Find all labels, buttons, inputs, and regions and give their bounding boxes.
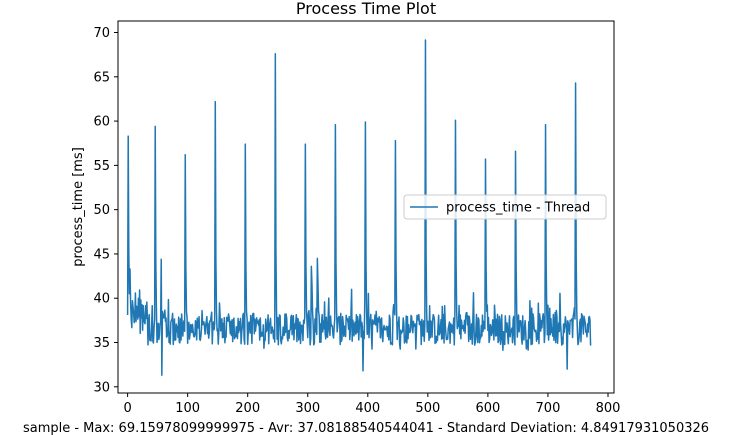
y-tick-label: 35: [93, 336, 110, 351]
x-tick-label: 300: [295, 401, 320, 416]
y-tick-label: 70: [93, 26, 110, 41]
y-tick-label: 40: [93, 292, 110, 307]
y-tick-label: 50: [93, 203, 110, 218]
y-tick-label: 65: [93, 70, 110, 85]
x-axis-label: sample - Max: 69.15978099999975 - Avr: 3…: [23, 421, 709, 435]
legend-label: process_time - Thread: [446, 201, 590, 216]
x-tick-label: 400: [355, 401, 380, 416]
y-tick-label: 30: [93, 380, 110, 395]
legend-box: [403, 194, 607, 220]
axes-frame: [117, 20, 615, 394]
plot-area: 0 100 200 300 400 500 600 700 800 30 35 40 45 50 55 60 6…: [93, 20, 621, 416]
x-tick-label: 100: [175, 401, 200, 416]
y-tick-label: 45: [93, 247, 110, 262]
x-tick-label: 0: [123, 401, 131, 416]
x-tick-label: 200: [235, 401, 260, 416]
series-line-process-time: [126, 39, 592, 377]
x-tick-label: 800: [596, 401, 621, 416]
y-axis-label: process_time [ms]: [71, 147, 86, 267]
chart-title: Process Time Plot: [296, 0, 436, 18]
y-tick-label: 60: [93, 115, 110, 130]
x-tick-label: 700: [536, 401, 561, 416]
x-tick-label: 600: [475, 401, 500, 416]
y-tick-label: 55: [93, 159, 110, 174]
x-tick-label: 500: [415, 401, 440, 416]
